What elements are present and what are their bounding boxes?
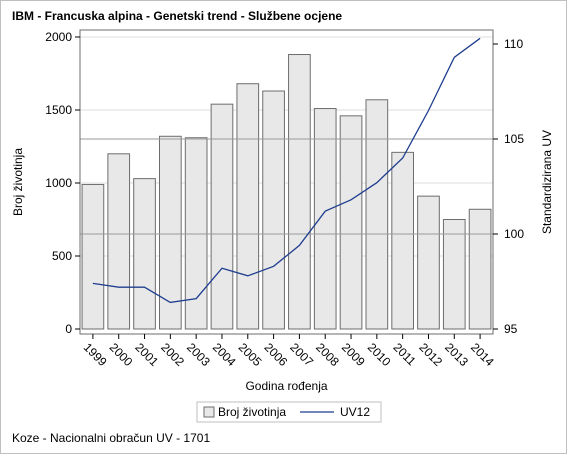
bar <box>184 137 208 330</box>
y2-tick-label: 100 <box>504 227 524 241</box>
y-tick-label: 500 <box>52 249 72 263</box>
x-tick-label: 2002 <box>158 340 187 369</box>
y2-tick-label: 110 <box>504 37 523 51</box>
bar <box>81 183 105 330</box>
x-tick-label: 2013 <box>442 340 471 369</box>
x-tick-label: 2004 <box>210 340 239 369</box>
legend-label-bar: Broj životinja <box>218 405 286 419</box>
x-tick-label: 2005 <box>236 340 265 369</box>
x-tick-label: 2012 <box>416 340 445 369</box>
bar <box>468 208 492 330</box>
x-tick-label: 2011 <box>391 340 419 368</box>
legend-label-line: UV12 <box>340 405 370 419</box>
y-tick-label: 0 <box>65 322 72 336</box>
y-tick-label: 1000 <box>45 176 72 190</box>
bar <box>365 99 389 330</box>
y-axis-ticks: 0 500 1000 1500 2000 <box>45 30 80 336</box>
x-tick-label: 2007 <box>287 340 316 369</box>
y-tick-label: 2000 <box>45 30 72 44</box>
x-tick-label: 2008 <box>313 340 342 369</box>
legend-swatch-bar <box>203 406 215 418</box>
bar <box>442 219 466 330</box>
y2-axis-ticks: 95 100 105 110 <box>493 37 524 336</box>
y-axis-label: Broj životinja <box>11 148 25 216</box>
chart-title: IBM - Francuska alpina - Genetski trend … <box>12 9 343 23</box>
x-tick-label: 2006 <box>261 340 290 369</box>
series-line-uv12 <box>92 37 481 304</box>
bar <box>262 90 285 330</box>
y2-axis-label: Standardizirana UV <box>540 130 554 234</box>
bar <box>133 178 156 330</box>
bar <box>288 54 311 330</box>
bar <box>159 135 182 330</box>
x-tick-label: 2003 <box>184 340 213 369</box>
bar <box>313 108 337 330</box>
bars-layer <box>81 54 492 330</box>
y-tick-label: 1500 <box>45 103 72 117</box>
x-tick-label: 2010 <box>365 340 394 369</box>
x-tick-label: 2001 <box>132 340 161 369</box>
reference-lines-layer <box>80 138 493 235</box>
bar <box>236 83 260 330</box>
x-axis-ticks: 1999200020012002200320042005200620072008… <box>81 334 497 369</box>
y2-tick-label: 95 <box>504 322 518 336</box>
plot-area <box>79 29 494 335</box>
x-tick-label: 2009 <box>339 340 368 369</box>
bar <box>339 115 363 330</box>
bar <box>210 103 234 330</box>
x-tick-label: 2014 <box>468 340 497 369</box>
bar <box>107 153 131 330</box>
legend: Broj životinja UV12 <box>196 401 382 423</box>
bar <box>417 195 440 330</box>
footnote: Koze - Nacionalni obračun UV - 1701 <box>12 431 211 445</box>
x-tick-label: 1999 <box>81 340 110 369</box>
y2-tick-label: 105 <box>504 132 524 146</box>
legend-box <box>196 401 382 423</box>
x-tick-label: 2000 <box>107 340 136 369</box>
x-axis-label: Godina rođenja <box>245 379 327 393</box>
bar <box>391 151 414 330</box>
